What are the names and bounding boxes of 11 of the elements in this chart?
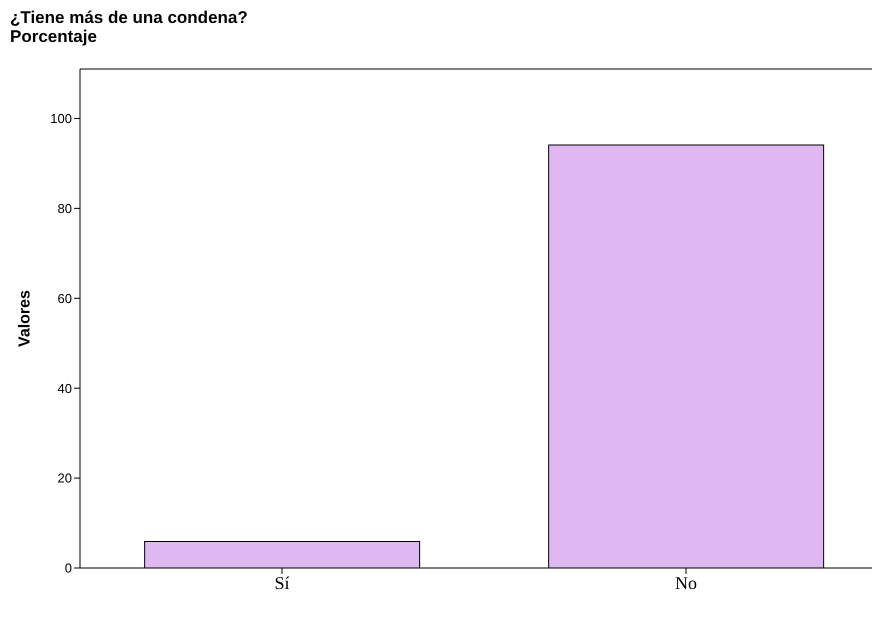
- y-tick-label: 40: [58, 380, 72, 396]
- chart-subtitle: Porcentaje: [10, 27, 98, 46]
- y-tick-label: 100: [50, 111, 72, 126]
- x-tick-label: Sí: [274, 572, 290, 593]
- y-tick-label: 0: [64, 560, 72, 576]
- y-axis-title: Valores: [16, 290, 34, 347]
- y-tick-label: 60: [58, 290, 72, 306]
- y-tick-label: 80: [58, 200, 72, 216]
- chart-title: ¿Tiene más de una condena?: [10, 8, 248, 27]
- x-tick-label: No: [675, 572, 697, 593]
- y-tick-label: 20: [58, 470, 72, 486]
